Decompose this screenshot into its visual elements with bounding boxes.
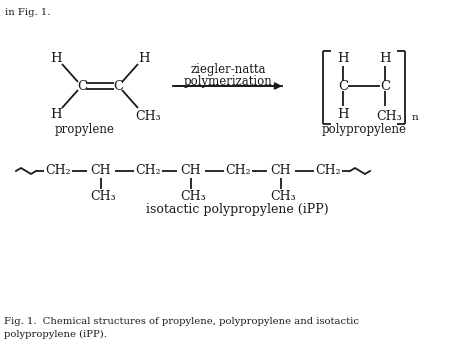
Text: CH₃: CH₃ xyxy=(180,190,206,204)
Text: Fig. 1.  Chemical structures of propylene, polypropylene and isotactic: Fig. 1. Chemical structures of propylene… xyxy=(4,317,359,326)
Text: polypropylene (iPP).: polypropylene (iPP). xyxy=(4,330,107,339)
Text: CH: CH xyxy=(181,165,201,177)
Text: ziegler-natta: ziegler-natta xyxy=(191,63,266,77)
Text: CH₂: CH₂ xyxy=(45,165,71,177)
Text: C: C xyxy=(338,79,348,93)
Text: C: C xyxy=(113,79,123,93)
Text: CH: CH xyxy=(271,165,292,177)
Text: in Fig. 1.: in Fig. 1. xyxy=(5,8,50,17)
Text: propylene: propylene xyxy=(55,124,115,136)
Text: H: H xyxy=(138,52,150,64)
Text: C: C xyxy=(380,79,390,93)
Text: H: H xyxy=(50,52,62,64)
Text: polypropylene: polypropylene xyxy=(321,124,407,136)
Text: CH₃: CH₃ xyxy=(135,110,161,122)
Text: polymerization: polymerization xyxy=(184,76,273,88)
Text: CH₂: CH₂ xyxy=(315,165,341,177)
Text: CH₂: CH₂ xyxy=(135,165,161,177)
Text: H: H xyxy=(50,108,62,120)
Text: C: C xyxy=(77,79,87,93)
Text: CH: CH xyxy=(91,165,111,177)
Text: isotactic polypropylene (iPP): isotactic polypropylene (iPP) xyxy=(146,204,328,216)
Text: CH₂: CH₂ xyxy=(225,165,251,177)
Text: H: H xyxy=(337,108,349,120)
Text: n: n xyxy=(412,113,419,122)
Text: CH₃: CH₃ xyxy=(270,190,296,204)
Text: CH₃: CH₃ xyxy=(376,110,402,122)
Text: H: H xyxy=(337,53,349,65)
Text: H: H xyxy=(379,53,391,65)
Text: CH₃: CH₃ xyxy=(90,190,116,204)
